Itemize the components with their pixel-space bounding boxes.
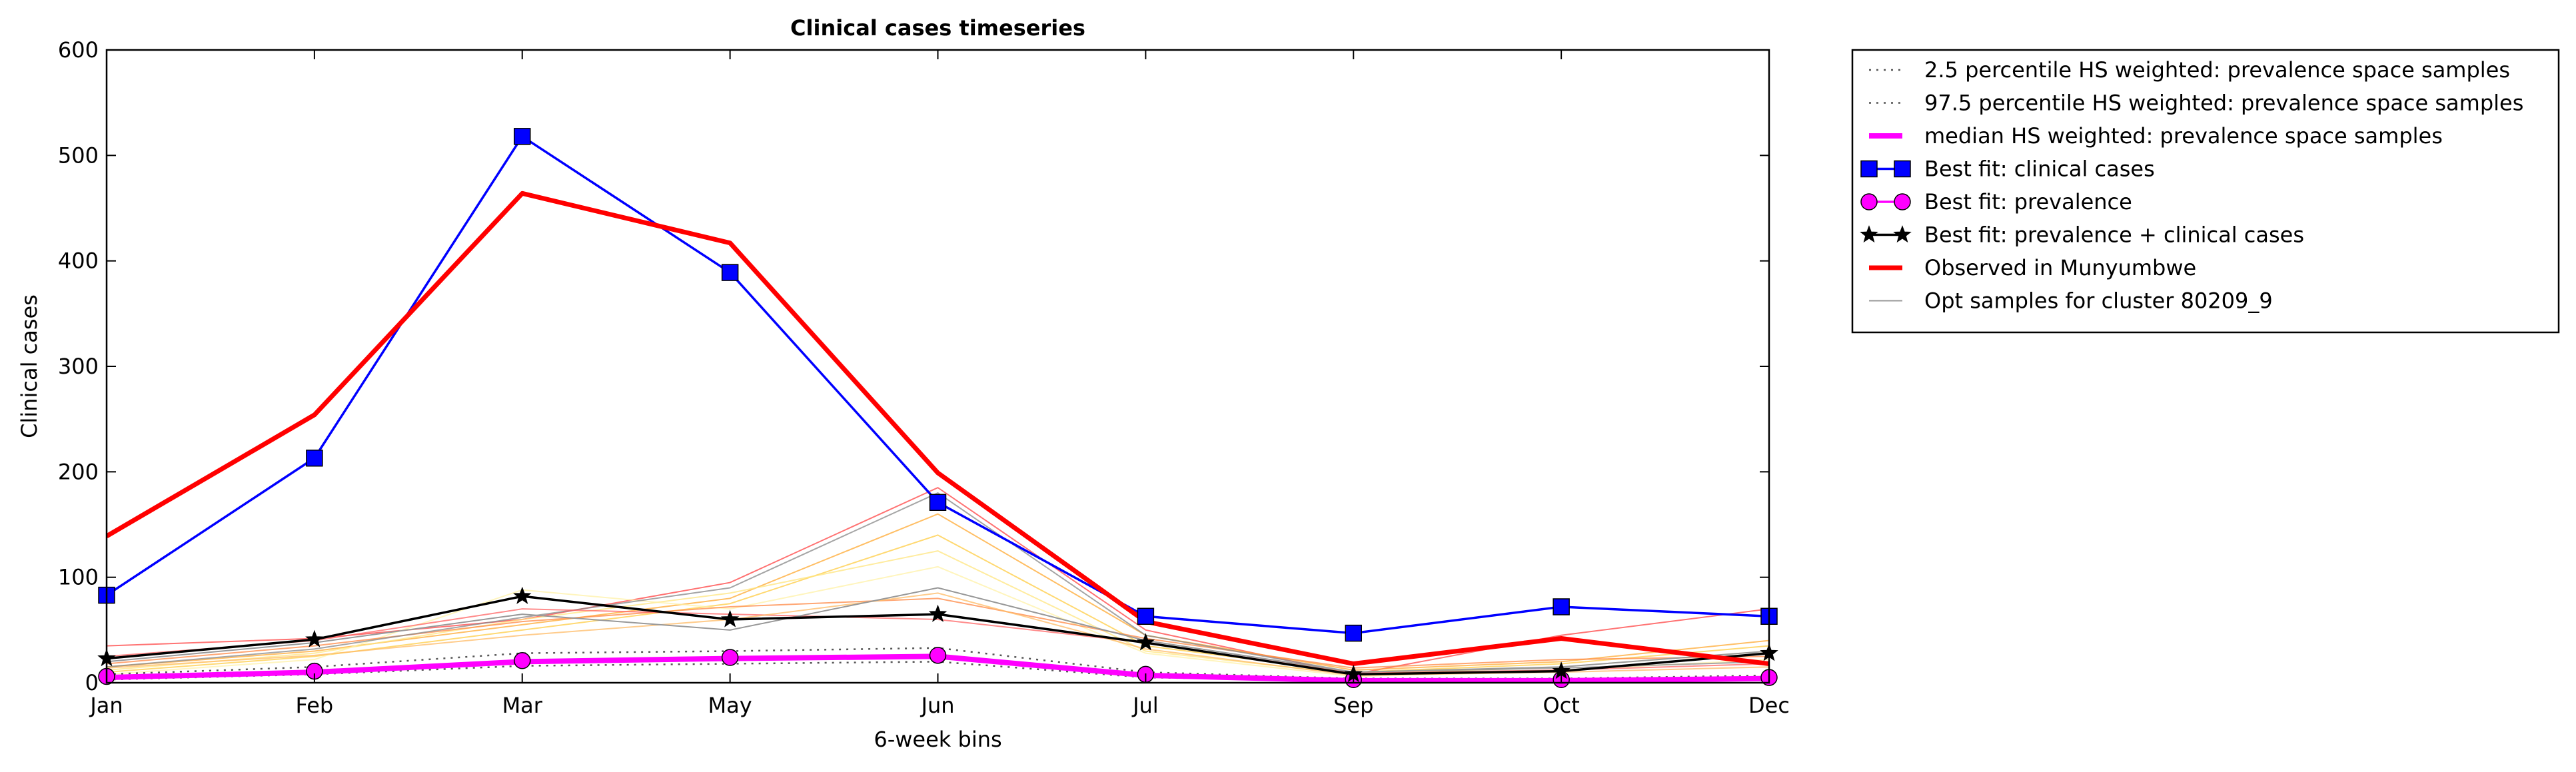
- sample-line-7: [107, 492, 1769, 673]
- legend-entry-2: 97.5 percentile HS weighted: prevalence …: [1869, 91, 2523, 116]
- series-6-point-6: [1136, 633, 1155, 651]
- series-4-point-7: [1345, 624, 1362, 642]
- series-5-point-3: [514, 652, 531, 669]
- legend-frame: [1851, 49, 2560, 334]
- sample-line-3: [107, 534, 1769, 673]
- x-tick-label: Dec: [1748, 693, 1790, 718]
- legend-label: 97.5 percentile HS weighted: prevalence …: [1924, 91, 2523, 116]
- legend-entry-4: Best fit: clinical cases: [1860, 157, 2155, 182]
- legend-marker: [1860, 193, 1878, 210]
- series-4-point-2: [306, 450, 323, 467]
- legend-label: Observed in Munyumbwe: [1924, 255, 2196, 280]
- series-4-point-3: [514, 128, 531, 145]
- y-tick-label: 500: [58, 143, 99, 168]
- legend-label: Best fit: prevalence: [1924, 189, 2132, 214]
- chart-title: Clinical cases timeseries: [790, 15, 1085, 41]
- y-tick-label: 0: [85, 670, 99, 695]
- series-6-point-4: [720, 609, 740, 627]
- legend-marker: [1860, 160, 1878, 178]
- x-tick-label: Jan: [89, 693, 123, 718]
- x-tick-label: Feb: [296, 693, 334, 718]
- series-4-point-5: [929, 494, 947, 511]
- legend-label: Opt samples for cluster 80209_9: [1924, 288, 2273, 314]
- x-tick-label: Sep: [1333, 693, 1373, 718]
- x-tick-label: Mar: [502, 693, 543, 718]
- legend-label: Best fit: prevalence + clinical cases: [1924, 222, 2304, 248]
- legend-entry-7: Observed in Munyumbwe: [1869, 255, 2196, 280]
- legend-entry-3: median HS weighted: prevalence space sam…: [1869, 123, 2443, 149]
- legend-entry-8: Opt samples for cluster 80209_9: [1869, 288, 2273, 314]
- series-6-point-3: [513, 586, 532, 604]
- x-tick-label: Jun: [920, 693, 955, 718]
- legend-entry-6: Best fit: prevalence + clinical cases: [1860, 222, 2304, 248]
- x-axis-title: 6-week bins: [874, 727, 1001, 752]
- y-tick-label: 200: [58, 459, 99, 484]
- legend-label: median HS weighted: prevalence space sam…: [1924, 123, 2443, 149]
- legend-marker: [1860, 225, 1878, 243]
- series-4-point-4: [721, 264, 739, 281]
- y-tick-label: 400: [58, 248, 99, 274]
- data-group: [107, 135, 1769, 683]
- series-5-point-5: [929, 647, 947, 664]
- x-tick-label: May: [708, 693, 752, 718]
- plot-layer: 0 100 200 300 400 500 600 Jan Feb Mar May Jun Jul Sep…: [58, 37, 1790, 718]
- legend-entry-5: Best fit: prevalence: [1860, 189, 2132, 214]
- series-4-point-8: [1553, 598, 1570, 615]
- legend-label: 2.5 percentile HS weighted: prevalence s…: [1924, 57, 2510, 83]
- series-4-point-6: [1137, 607, 1155, 625]
- legend-marker: [1894, 160, 1911, 178]
- sample-line-6: [107, 597, 1769, 669]
- y-tick-label: 600: [58, 37, 99, 63]
- y-tick-label: 100: [58, 565, 99, 590]
- legend-label: Best fit: clinical cases: [1924, 157, 2155, 182]
- x-tick-label: Oct: [1543, 693, 1579, 718]
- series-5-point-4: [721, 649, 739, 666]
- legend-marker: [1893, 225, 1912, 243]
- x-tick-label: Jul: [1131, 693, 1159, 718]
- series-6-point-5: [928, 604, 948, 622]
- y-tick-label: 300: [58, 354, 99, 379]
- series-4-line: [107, 135, 1769, 635]
- legend: 2.5 percentile HS weighted: prevalence s…: [1851, 49, 2560, 334]
- legend-marker: [1894, 193, 1911, 210]
- series-8-line: [107, 587, 1769, 673]
- series-6-point-2: [305, 629, 324, 647]
- series-7-line: [107, 191, 1769, 666]
- legend-entry-1: 2.5 percentile HS weighted: prevalence s…: [1869, 57, 2510, 83]
- y-axis-title: Clinical cases: [17, 294, 42, 438]
